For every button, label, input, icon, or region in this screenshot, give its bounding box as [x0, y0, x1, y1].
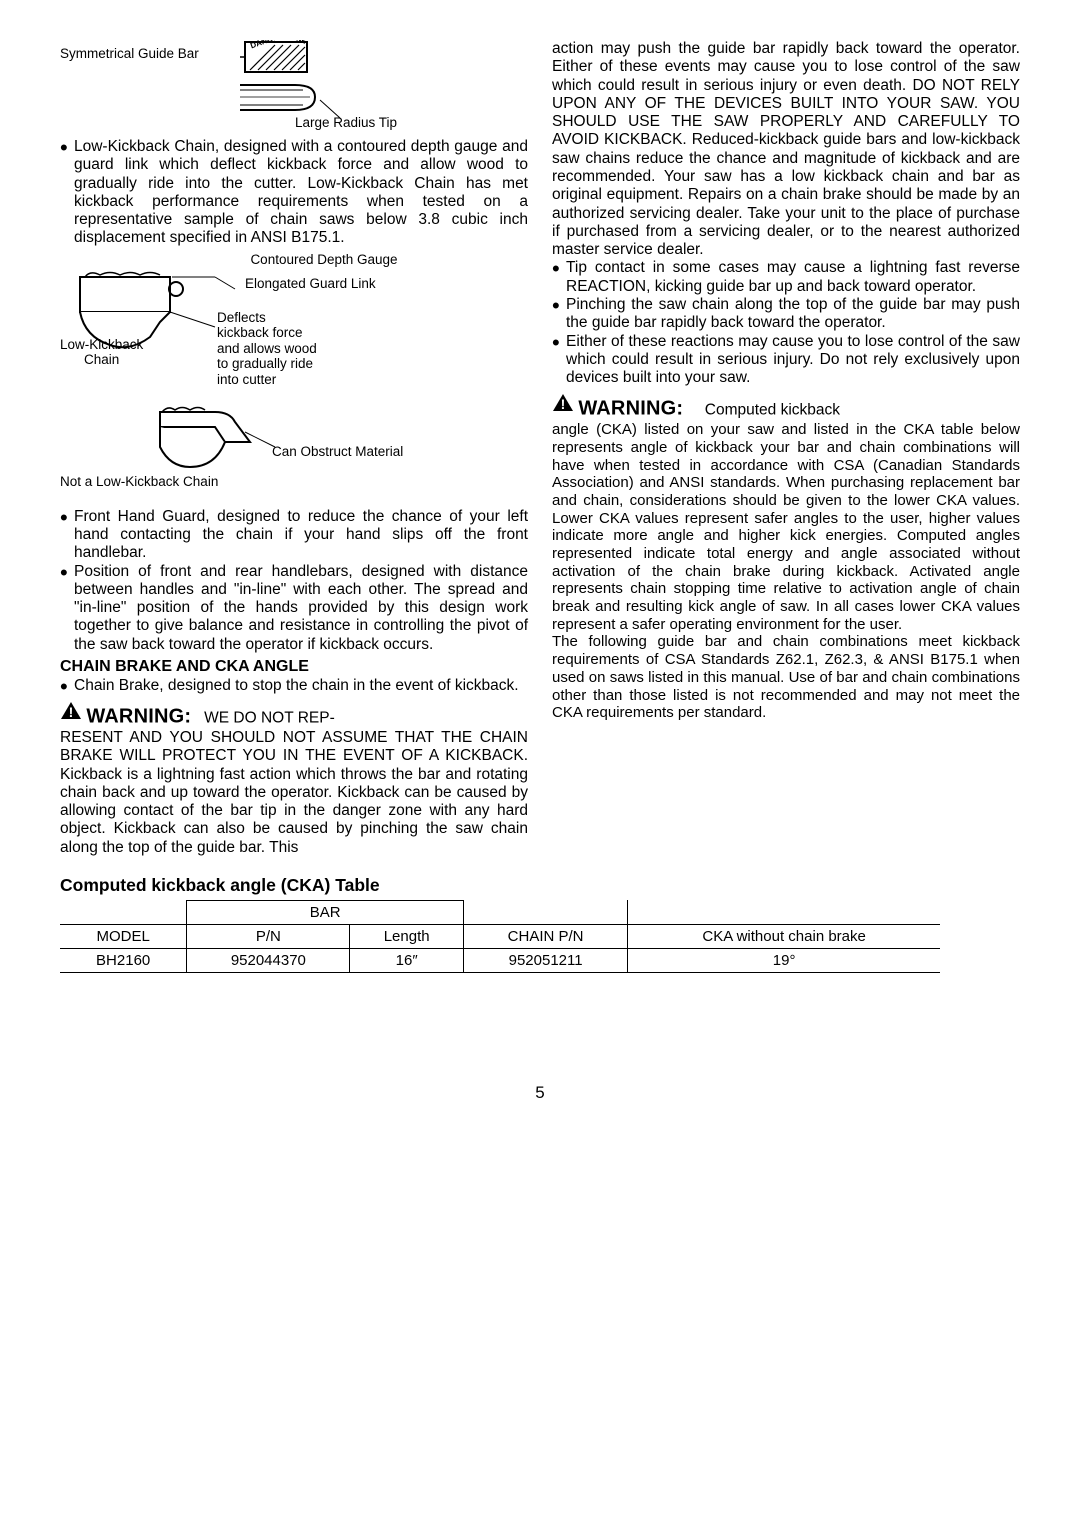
- bullet-handlebar-position: Position of front and rear handlebars, d…: [60, 563, 528, 654]
- svg-text:!: !: [561, 396, 566, 412]
- chain-brake-heading: CHAIN BRAKE AND CKA ANGLE: [60, 658, 528, 677]
- right-para-3: The following guide bar and chain combin…: [552, 633, 1020, 721]
- deflects-label-3: and allows wood: [217, 341, 317, 357]
- not-low-kickback-label: Not a Low-Kickback Chain: [60, 474, 218, 490]
- deflects-label-2: kickback force: [217, 325, 317, 341]
- obstruct-label: Can Obstruct Material: [272, 444, 403, 460]
- td-model: BH2160: [60, 948, 187, 972]
- bullet-lose-control: Either of these reactions may cause you …: [552, 333, 1020, 388]
- chain-label: Chain: [60, 352, 143, 368]
- page-number: 5: [60, 1083, 1020, 1103]
- warning-1-lead: WE DO NOT REP-: [204, 709, 335, 726]
- bullet-pinching: Pinching the saw chain along the top of …: [552, 296, 1020, 333]
- warning-icon: !: [552, 393, 574, 418]
- td-cka: 19°: [628, 948, 940, 972]
- contoured-depth-label: Contoured Depth Gauge: [60, 252, 528, 268]
- bullet-chain-brake: Chain Brake, designed to stop the chain …: [60, 677, 528, 695]
- deflects-label-4: to gradually ride: [217, 356, 317, 372]
- cka-table-title: Computed kickback angle (CKA) Table: [60, 875, 1020, 896]
- cka-table: BAR MODEL P/N Length CHAIN P/N CKA witho…: [60, 900, 940, 973]
- bullet-low-kickback-chain: Low-Kickback Chain, designed with a cont…: [60, 138, 528, 248]
- td-pn: 952044370: [187, 948, 350, 972]
- td-chain: 952051211: [463, 948, 627, 972]
- warning-1-body: RESENT AND YOU SHOULD NOT ASSUME THAT TH…: [60, 729, 528, 857]
- th-length: Length: [350, 924, 464, 948]
- warning-2-body: angle (CKA) listed on your saw and liste…: [552, 421, 1020, 633]
- svg-text:!: !: [69, 704, 74, 720]
- elongated-guard-label: Elongated Guard Link: [245, 276, 376, 292]
- th-cka: CKA without chain brake: [628, 924, 940, 948]
- table-row: BH2160 952044370 16″ 952051211 19°: [60, 948, 940, 972]
- th-bar: BAR: [187, 900, 464, 924]
- warning-2: ! WARNING: Computed kickback angle (CKA)…: [552, 393, 1020, 633]
- bullet-tip-contact: Tip contact in some cases may cause a li…: [552, 259, 1020, 296]
- td-length: 16″: [350, 948, 464, 972]
- large-radius-tip-label: Large Radius Tip: [295, 115, 397, 130]
- warning-icon: !: [60, 701, 82, 726]
- symmetrical-bar-label: Symmetrical Guide Bar: [60, 40, 240, 62]
- warning-1: ! WARNING: WE DO NOT REP- RESENT AND YOU…: [60, 701, 528, 857]
- guide-bar-svg: DANGER ZONE Large Radius Tip: [240, 40, 440, 130]
- warning-label: WARNING:: [578, 398, 683, 420]
- chain-diagram: Contoured Depth Gauge Elongated: [60, 252, 528, 502]
- th-model: MODEL: [60, 924, 187, 948]
- th-pn: P/N: [187, 924, 350, 948]
- bullet-front-hand-guard: Front Hand Guard, designed to reduce the…: [60, 508, 528, 563]
- guide-bar-diagram: Symmetrical Guide Bar DANGER ZONE: [60, 40, 528, 130]
- right-para-1: action may push the guide bar rapidly ba…: [552, 40, 1020, 259]
- warning-label: WARNING:: [86, 705, 191, 727]
- warning-2-lead: Computed kickback: [705, 402, 840, 419]
- low-kickback-label: Low-Kickback: [60, 337, 143, 353]
- deflects-label: Deflects: [217, 310, 317, 326]
- th-chain-pn: CHAIN P/N: [463, 924, 627, 948]
- deflects-label-5: into cutter: [217, 372, 317, 388]
